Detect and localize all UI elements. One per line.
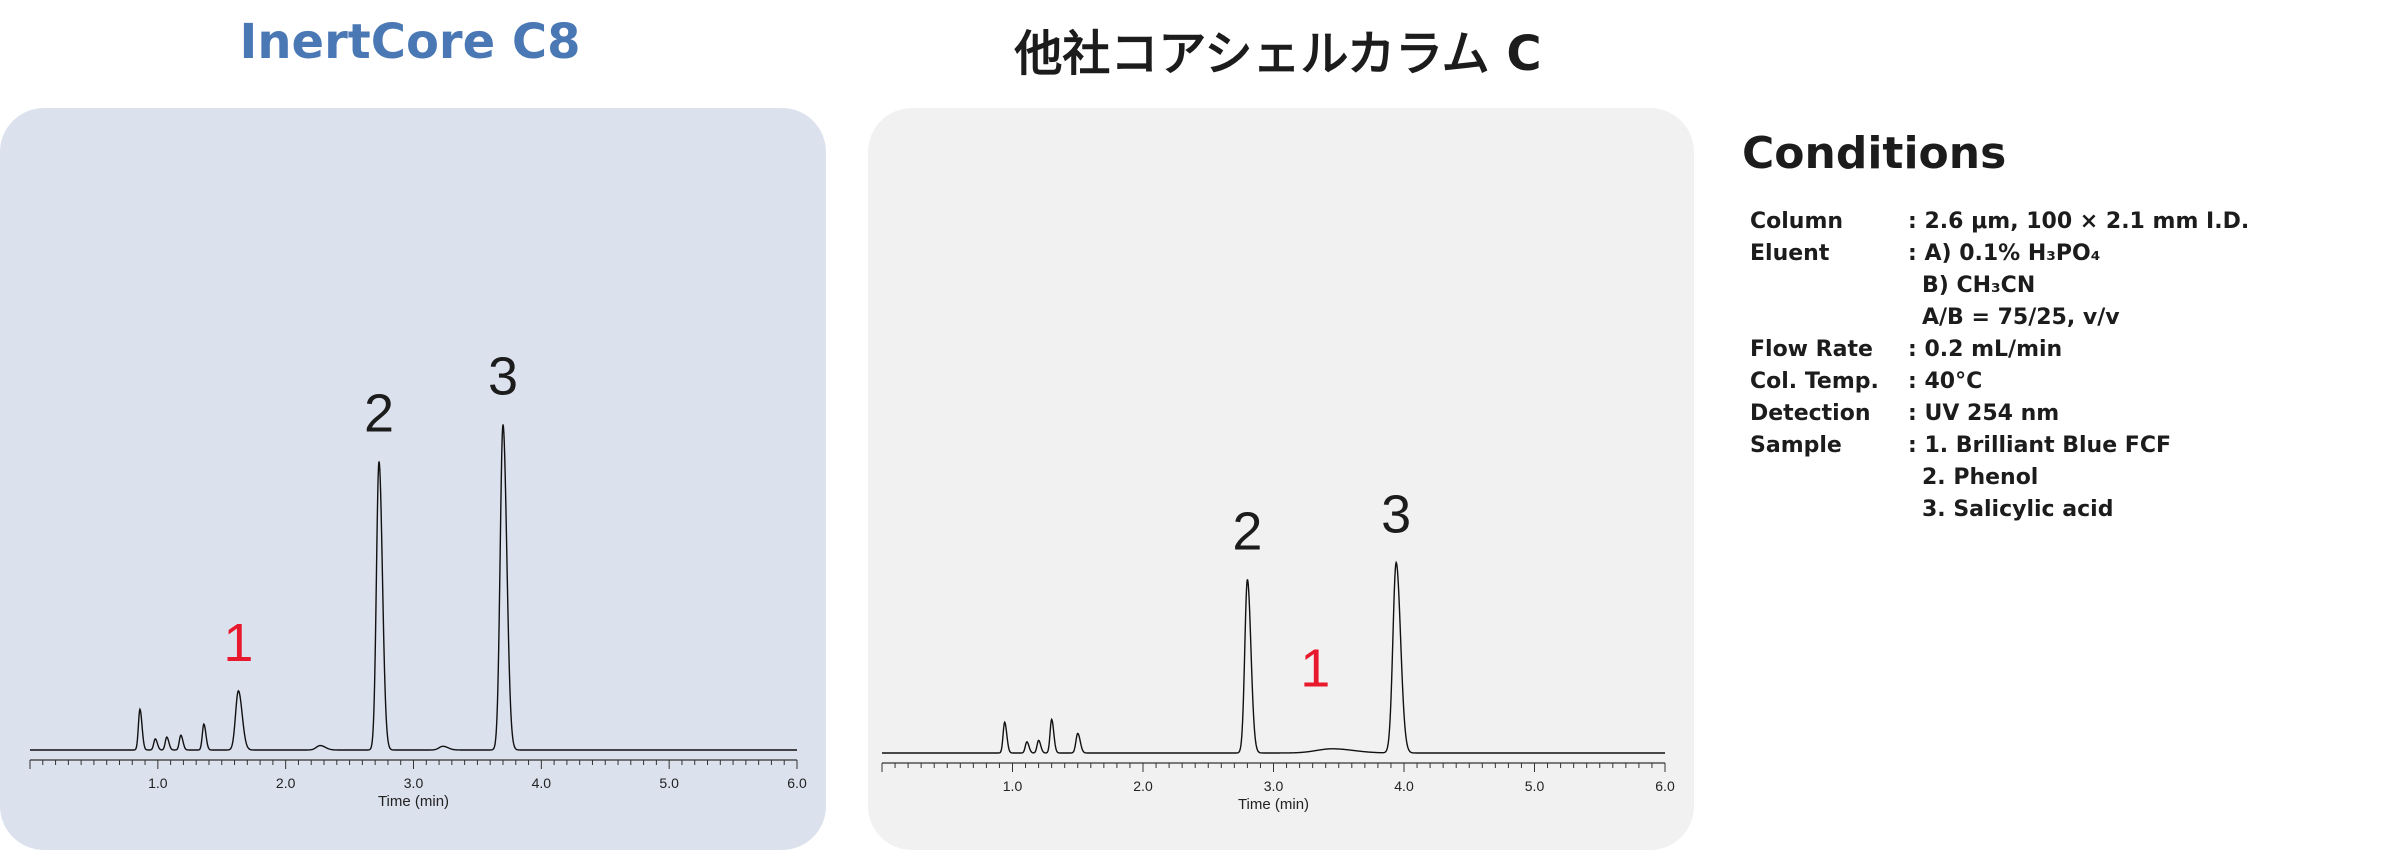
x-tick-label: 5.0	[1525, 778, 1545, 794]
condition-label: Detection	[1750, 401, 1871, 426]
x-tick-label: 4.0	[532, 775, 552, 791]
x-tick-label: 3.0	[1264, 778, 1284, 794]
condition-row: Eluent : A) 0.1% H₃PO₄ B) CH₃CN A/B = 75/25…	[1750, 238, 2249, 334]
x-tick-label: 6.0	[1655, 778, 1675, 794]
condition-values: : UV 254 nm	[1908, 398, 2059, 430]
condition-row: Column : 2.6 μm, 100 × 2.1 mm I.D.	[1750, 206, 2249, 238]
condition-value: B) CH₃CN	[1922, 273, 2036, 298]
condition-value: : UV 254 nm	[1908, 401, 2060, 426]
condition-value: : 40°C	[1908, 369, 1983, 394]
peak-label-2: 2	[1232, 501, 1262, 561]
condition-values: : 40°C	[1908, 366, 1982, 398]
condition-values: : 0.2 mL/min	[1908, 334, 2062, 366]
peak-label-1: 1	[223, 613, 253, 673]
condition-value: : A) 0.1% H₃PO₄	[1908, 241, 2101, 266]
condition-value: A/B = 75/25, v/v	[1922, 305, 2120, 330]
condition-value: : 1. Brilliant Blue FCF	[1908, 433, 2172, 458]
condition-values: : 1. Brilliant Blue FCF 2. Phenol 3. Salic…	[1908, 430, 2171, 526]
condition-label: Sample	[1750, 433, 1842, 458]
peak-label-2: 2	[364, 383, 394, 443]
x-tick-label: 5.0	[659, 775, 679, 791]
condition-value: : 2.6 μm, 100 × 2.1 mm I.D.	[1908, 209, 2250, 234]
chromatogram-trace	[882, 560, 1665, 754]
condition-value: : 0.2 mL/min	[1908, 337, 2063, 362]
chromatogram-panel-inertcore: 1.0 2.0 3.0 4.0 5.0 6.0 Time (min) 1 2 3	[0, 108, 826, 850]
condition-values: : 2.6 μm, 100 × 2.1 mm I.D.	[1908, 206, 2249, 238]
conditions-table: Column : 2.6 μm, 100 × 2.1 mm I.D. Eluent:…	[1750, 206, 2249, 526]
x-tick-label: 6.0	[787, 775, 807, 791]
peak-label-3: 3	[1381, 485, 1411, 545]
chart-title-competitor: 他社コアシェルカラム C	[1014, 26, 1542, 82]
x-tick-label: 3.0	[404, 775, 424, 791]
chromatogram-trace	[30, 424, 797, 751]
x-tick-label: 1.0	[148, 775, 168, 791]
condition-row: Detection : UV 254 nm	[1750, 398, 2249, 430]
x-axis-title: Time (min)	[378, 793, 449, 810]
condition-row: Flow Rate : 0.2 mL/min	[1750, 334, 2249, 366]
chart-title-inertcore: InertCore C8	[239, 14, 581, 70]
condition-row: Sample : 1. Brilliant Blue FCF 2. Phenol 3.…	[1750, 430, 2249, 526]
x-tick-label: 2.0	[276, 775, 296, 791]
conditions-heading: Conditions	[1742, 128, 2007, 179]
x-axis-title: Time (min)	[1238, 796, 1309, 813]
condition-label: Flow Rate	[1750, 337, 1873, 362]
chromatogram-plot-inertcore: 1.0 2.0 3.0 4.0 5.0 6.0 Time (min) 1 2 3	[29, 346, 807, 810]
condition-value: 2. Phenol	[1922, 465, 2039, 490]
x-tick-label: 1.0	[1003, 778, 1023, 794]
chromatogram-plot-competitor: 1.0 2.0 3.0 4.0 5.0 6.0 Time (min) 1 2 3	[881, 485, 1675, 813]
x-tick-label: 2.0	[1133, 778, 1153, 794]
x-tick-label: 4.0	[1394, 778, 1414, 794]
condition-label: Column	[1750, 209, 1844, 234]
condition-label: Col. Temp.	[1750, 369, 1879, 394]
peak-label-1: 1	[1300, 639, 1330, 699]
condition-row: Col. Temp. : 40°C	[1750, 366, 2249, 398]
condition-values: : A) 0.1% H₃PO₄ B) CH₃CN A/B = 75/25, v/v	[1908, 238, 2120, 334]
peak-label-3: 3	[488, 346, 518, 406]
chromatogram-panel-competitor: 1.0 2.0 3.0 4.0 5.0 6.0 Time (min) 1 2 3	[868, 108, 1694, 850]
condition-label: Eluent	[1750, 241, 1830, 266]
condition-value: 3. Salicylic acid	[1922, 497, 2114, 522]
